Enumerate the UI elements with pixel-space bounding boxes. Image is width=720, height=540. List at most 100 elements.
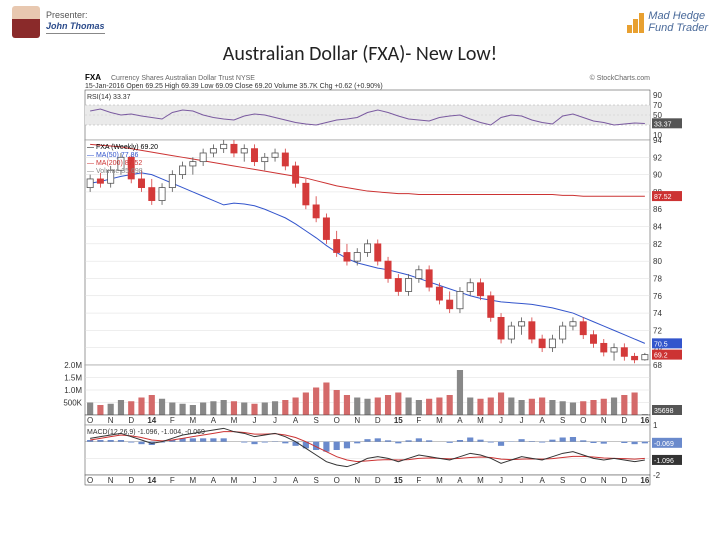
logo-bars-icon xyxy=(627,11,644,33)
svg-text:F: F xyxy=(170,476,175,485)
svg-text:D: D xyxy=(128,476,134,485)
svg-text:70.5: 70.5 xyxy=(654,341,668,348)
svg-text:70: 70 xyxy=(653,101,662,110)
svg-text:RSI(14) 33.37: RSI(14) 33.37 xyxy=(87,94,131,101)
svg-text:F: F xyxy=(170,416,175,425)
svg-text:— MA(50) 77.86: — MA(50) 77.86 xyxy=(87,152,138,159)
svg-text:J: J xyxy=(253,476,257,485)
svg-text:D: D xyxy=(128,416,134,425)
svg-text:O: O xyxy=(580,416,586,425)
svg-text:© StockCharts.com: © StockCharts.com xyxy=(590,74,651,82)
svg-text:14: 14 xyxy=(147,476,156,485)
svg-text:-1.096: -1.096 xyxy=(654,458,674,465)
svg-text:J: J xyxy=(499,416,503,425)
svg-text:A: A xyxy=(293,416,299,425)
svg-text:72: 72 xyxy=(653,326,662,335)
svg-text:78: 78 xyxy=(653,274,662,283)
svg-text:O: O xyxy=(334,416,340,425)
svg-text:1.5M: 1.5M xyxy=(64,374,82,383)
svg-text:16: 16 xyxy=(640,416,649,425)
slide-title: Australian Dollar (FXA)- New Low! xyxy=(0,42,720,66)
svg-text:FXA: FXA xyxy=(85,73,101,82)
svg-text:A: A xyxy=(539,416,545,425)
svg-text:J: J xyxy=(273,416,277,425)
svg-text:F: F xyxy=(416,476,421,485)
svg-text:D: D xyxy=(375,476,381,485)
svg-text:74: 74 xyxy=(653,309,662,318)
svg-text:500K: 500K xyxy=(63,399,82,408)
svg-text:1.0M: 1.0M xyxy=(64,386,82,395)
svg-text:S: S xyxy=(313,476,318,485)
logo-text: Mad HedgeFund Trader xyxy=(648,10,708,34)
svg-text:J: J xyxy=(499,476,503,485)
svg-text:— FXA (Weekly) 69.20: — FXA (Weekly) 69.20 xyxy=(87,144,158,151)
logo-block: Mad HedgeFund Trader xyxy=(627,10,708,34)
svg-text:D: D xyxy=(375,416,381,425)
svg-text:94: 94 xyxy=(653,136,662,145)
svg-text:35698: 35698 xyxy=(654,408,674,415)
presenter-text: Presenter: John Thomas xyxy=(46,10,105,34)
svg-text:— Volume 35,698: — Volume 35,698 xyxy=(87,168,143,175)
svg-text:M: M xyxy=(190,416,197,425)
svg-text:N: N xyxy=(354,476,360,485)
presenter-name: John Thomas xyxy=(46,21,105,32)
svg-text:MACD(12,26,9) -1.096, -1.004,: MACD(12,26,9) -1.096, -1.004, -0.069 xyxy=(87,429,205,436)
svg-text:O: O xyxy=(87,416,93,425)
svg-text:84: 84 xyxy=(653,223,662,232)
svg-text:15-Jan-2016 Open 69.25 High: 15-Jan-2016 Open 69.25 High 69.39 Low 69… xyxy=(85,83,383,90)
svg-text:1: 1 xyxy=(653,421,658,430)
presenter-photo xyxy=(12,6,40,38)
svg-text:M: M xyxy=(436,416,443,425)
svg-text:O: O xyxy=(87,476,93,485)
svg-text:15: 15 xyxy=(394,416,403,425)
svg-text:A: A xyxy=(211,476,217,485)
stock-chart: 103050709033.37FXACurrency Shares Austra… xyxy=(60,72,690,532)
svg-text:— MA(200) 87.52: — MA(200) 87.52 xyxy=(87,160,142,167)
svg-text:N: N xyxy=(108,416,114,425)
svg-text:86: 86 xyxy=(653,205,662,214)
svg-text:82: 82 xyxy=(653,240,662,249)
svg-text:O: O xyxy=(334,476,340,485)
svg-text:90: 90 xyxy=(653,171,662,180)
svg-text:J: J xyxy=(520,416,524,425)
svg-text:J: J xyxy=(273,476,277,485)
svg-text:92: 92 xyxy=(653,153,662,162)
slide-header: Presenter: John Thomas Mad HedgeFund Tra… xyxy=(0,0,720,40)
svg-text:D: D xyxy=(621,476,627,485)
svg-text:M: M xyxy=(231,416,238,425)
presenter-label: Presenter: xyxy=(46,10,105,21)
svg-text:M: M xyxy=(477,476,484,485)
svg-text:A: A xyxy=(293,476,299,485)
svg-text:16: 16 xyxy=(640,476,649,485)
svg-text:68: 68 xyxy=(653,361,662,370)
svg-text:14: 14 xyxy=(147,416,156,425)
svg-text:87.52: 87.52 xyxy=(654,194,672,201)
svg-text:S: S xyxy=(560,416,565,425)
svg-text:A: A xyxy=(539,476,545,485)
svg-text:-2: -2 xyxy=(653,471,661,480)
svg-text:S: S xyxy=(313,416,318,425)
svg-text:J: J xyxy=(520,476,524,485)
svg-text:M: M xyxy=(477,416,484,425)
svg-text:M: M xyxy=(436,476,443,485)
svg-text:N: N xyxy=(601,416,607,425)
svg-text:33.37: 33.37 xyxy=(654,121,672,128)
svg-text:A: A xyxy=(457,416,463,425)
svg-text:S: S xyxy=(560,476,565,485)
presenter-block: Presenter: John Thomas xyxy=(12,6,105,38)
svg-text:N: N xyxy=(601,476,607,485)
svg-text:N: N xyxy=(354,416,360,425)
svg-text:M: M xyxy=(231,476,238,485)
svg-text:N: N xyxy=(108,476,114,485)
svg-text:15: 15 xyxy=(394,476,403,485)
svg-text:Currency Shares Australian Dol: Currency Shares Australian Dollar Trust … xyxy=(111,75,255,82)
svg-text:2.0M: 2.0M xyxy=(64,361,82,370)
svg-text:O: O xyxy=(580,476,586,485)
svg-text:A: A xyxy=(211,416,217,425)
svg-text:80: 80 xyxy=(653,257,662,266)
svg-text:76: 76 xyxy=(653,292,662,301)
svg-text:-0.069: -0.069 xyxy=(654,441,674,448)
svg-text:69.2: 69.2 xyxy=(654,353,668,360)
svg-text:A: A xyxy=(457,476,463,485)
svg-text:J: J xyxy=(253,416,257,425)
